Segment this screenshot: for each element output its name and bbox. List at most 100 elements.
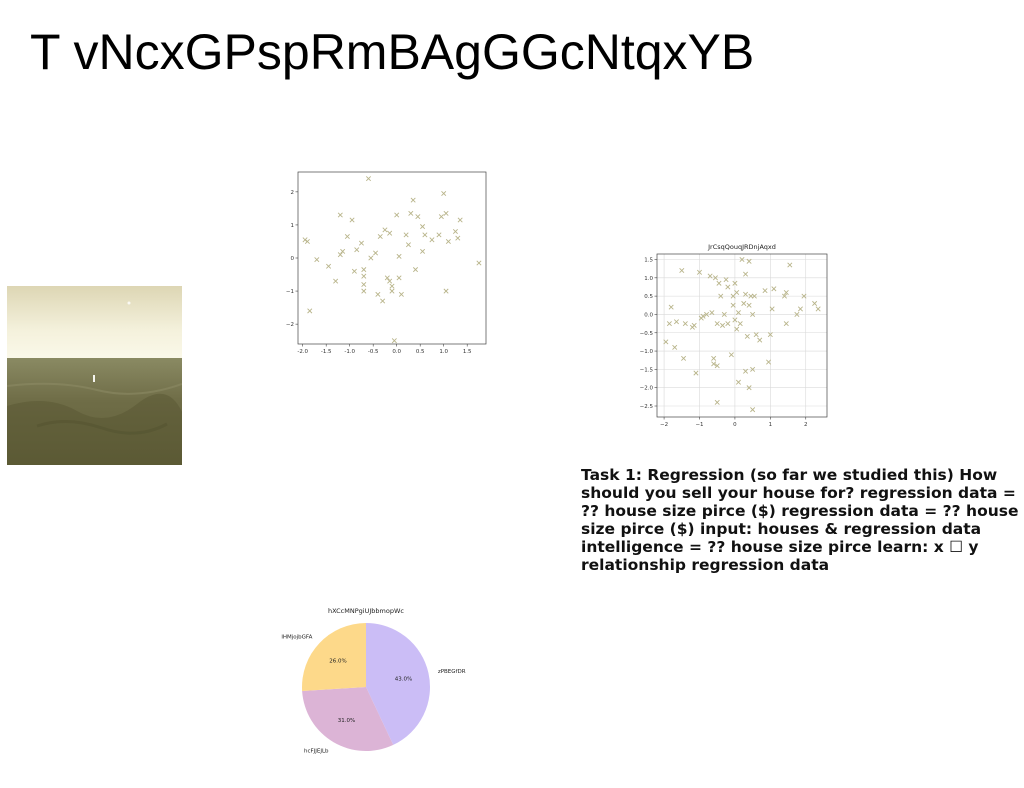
chart1-point xyxy=(375,291,381,297)
chart2-point xyxy=(787,262,793,268)
chart2-point xyxy=(732,280,738,286)
pie-label-hcFJJEJLb: hcFJJEJLb xyxy=(304,748,329,754)
chart2-xtick-label: 2 xyxy=(804,422,808,428)
chart1-ytick-label: −2 xyxy=(286,322,294,328)
chart2-xtick-label: −1 xyxy=(695,422,703,428)
chart2-point xyxy=(757,337,763,343)
chart2-point xyxy=(668,304,674,310)
chart1-xtick-label: 1.0 xyxy=(439,349,448,355)
chart1-point xyxy=(398,291,404,297)
chart1-point xyxy=(333,278,339,284)
chart2-point xyxy=(750,311,756,317)
chart1-point xyxy=(380,298,386,304)
chart2-point xyxy=(666,321,672,327)
chart2-point xyxy=(728,352,734,358)
chart2-plot-frame xyxy=(656,253,828,418)
chart1-point xyxy=(412,267,419,273)
chart2-point xyxy=(714,399,720,405)
chart2-point xyxy=(691,322,697,328)
chart2-point xyxy=(712,275,718,281)
chart1-point xyxy=(368,255,374,261)
chart2-point xyxy=(707,273,713,279)
chart1-point xyxy=(302,237,308,243)
chart2-ytick-label: −2.5 xyxy=(640,404,654,410)
chart1-point xyxy=(394,212,400,218)
slide-title: T vNcxGPspRmBAgGGcNtqxYB xyxy=(30,24,755,80)
chart2-ytick-label: 1.0 xyxy=(644,276,653,282)
chart2-point xyxy=(700,313,706,319)
chart2-ytick-label: 0.0 xyxy=(644,312,653,318)
chart2-point xyxy=(737,321,743,327)
chart2-point xyxy=(743,291,749,297)
chart2-xtick-label: 0 xyxy=(733,422,737,428)
chart1-point xyxy=(389,288,395,294)
scatter-chart-2-title: JrCsqQouqJRDnjAqxd xyxy=(707,243,776,251)
chart2-point xyxy=(783,289,789,295)
pie-chart-svg: hXCcMNPgiUJbbmopWc zPBEGfDR 43.0% hcFJJEJL… xyxy=(281,607,466,754)
chart2-point xyxy=(794,311,800,317)
chart1-xtick-label: -1.5 xyxy=(321,349,332,355)
chart2-point xyxy=(734,289,740,295)
chart1-point xyxy=(420,224,426,230)
chart1-point xyxy=(307,308,313,314)
chart1-point xyxy=(373,250,379,256)
chart2-xtick-label: −2 xyxy=(660,422,668,428)
chart1-point xyxy=(403,232,409,238)
chart1-point xyxy=(349,217,355,223)
chart1-point xyxy=(384,275,390,281)
chart2-point xyxy=(781,293,788,299)
chart1-point xyxy=(358,240,364,246)
chart1-xtick-label: -0.5 xyxy=(368,349,379,355)
scatter-chart-1: -2.0 -1.5 -1.0 -0.5 0.0 0.5 1.0 1.5 2 1 0 −1 −2 xyxy=(283,165,493,360)
pie-label-zPBEGfDR: zPBEGfDR xyxy=(438,669,466,675)
chart2-point xyxy=(704,311,710,317)
chart1-point xyxy=(314,257,320,263)
chart2-ytick-label: −1.5 xyxy=(640,367,654,373)
chart2-point xyxy=(735,310,741,316)
chart1-point xyxy=(377,233,383,240)
pie-label-lHMjojbGFA: lHMjojbGFA xyxy=(281,635,312,641)
chart2-point xyxy=(720,322,726,328)
chart1-xtick-label: -2.0 xyxy=(297,349,308,355)
chart1-point xyxy=(304,238,310,244)
chart2-point xyxy=(743,271,749,277)
chart2-point xyxy=(797,306,803,312)
pie-chart-title: hXCcMNPgiUJbbmopWc xyxy=(328,607,404,615)
chart2-point xyxy=(725,284,731,290)
chart1-point xyxy=(457,217,463,223)
chart1-point xyxy=(420,248,426,254)
pie-slice-hcFJJEJLb xyxy=(302,687,394,751)
pie-chart: hXCcMNPgiUJbbmopWc zPBEGfDR 43.0% hcFJJEJL… xyxy=(270,595,480,765)
chart1-point xyxy=(361,267,367,273)
chart2-point xyxy=(812,300,818,306)
chart2-point xyxy=(750,366,756,372)
chart1-xtick-label: 0.5 xyxy=(416,349,425,355)
chart1-point xyxy=(443,210,449,216)
chart1-point xyxy=(389,283,395,289)
chart2-point xyxy=(711,355,717,361)
chart2-point xyxy=(693,370,699,376)
chart1-point xyxy=(438,214,444,220)
chart1-point xyxy=(391,338,397,344)
chart1-point xyxy=(396,253,402,259)
chart1-point xyxy=(326,263,332,269)
chart2-point xyxy=(741,300,747,306)
chart2-point xyxy=(732,317,738,323)
chart1-point xyxy=(361,288,367,294)
pie-percent-hcFJJEJLb: 31.0% xyxy=(338,718,355,724)
chart2-point xyxy=(730,302,736,308)
scatter-chart-2-svg: JrCsqQouqJRDnjAqxd −2 −1 0 1 2 1.5 1.0 0.5 0.0 −0… xyxy=(640,243,828,428)
chart2-point xyxy=(673,319,679,325)
chart2-ytick-label: −1.0 xyxy=(640,349,654,355)
chart1-point xyxy=(405,242,411,248)
chart2-point xyxy=(735,379,741,385)
chart1-xtick-label: -1.0 xyxy=(344,349,355,355)
chart1-ytick-label: −1 xyxy=(286,289,294,295)
chart2-point xyxy=(769,306,775,312)
sea-photo xyxy=(7,286,182,465)
chart1-point xyxy=(410,197,416,203)
chart2-point xyxy=(767,332,773,338)
chart1-point xyxy=(387,230,393,236)
chart1-point xyxy=(337,252,343,258)
chart2-point xyxy=(771,286,777,292)
